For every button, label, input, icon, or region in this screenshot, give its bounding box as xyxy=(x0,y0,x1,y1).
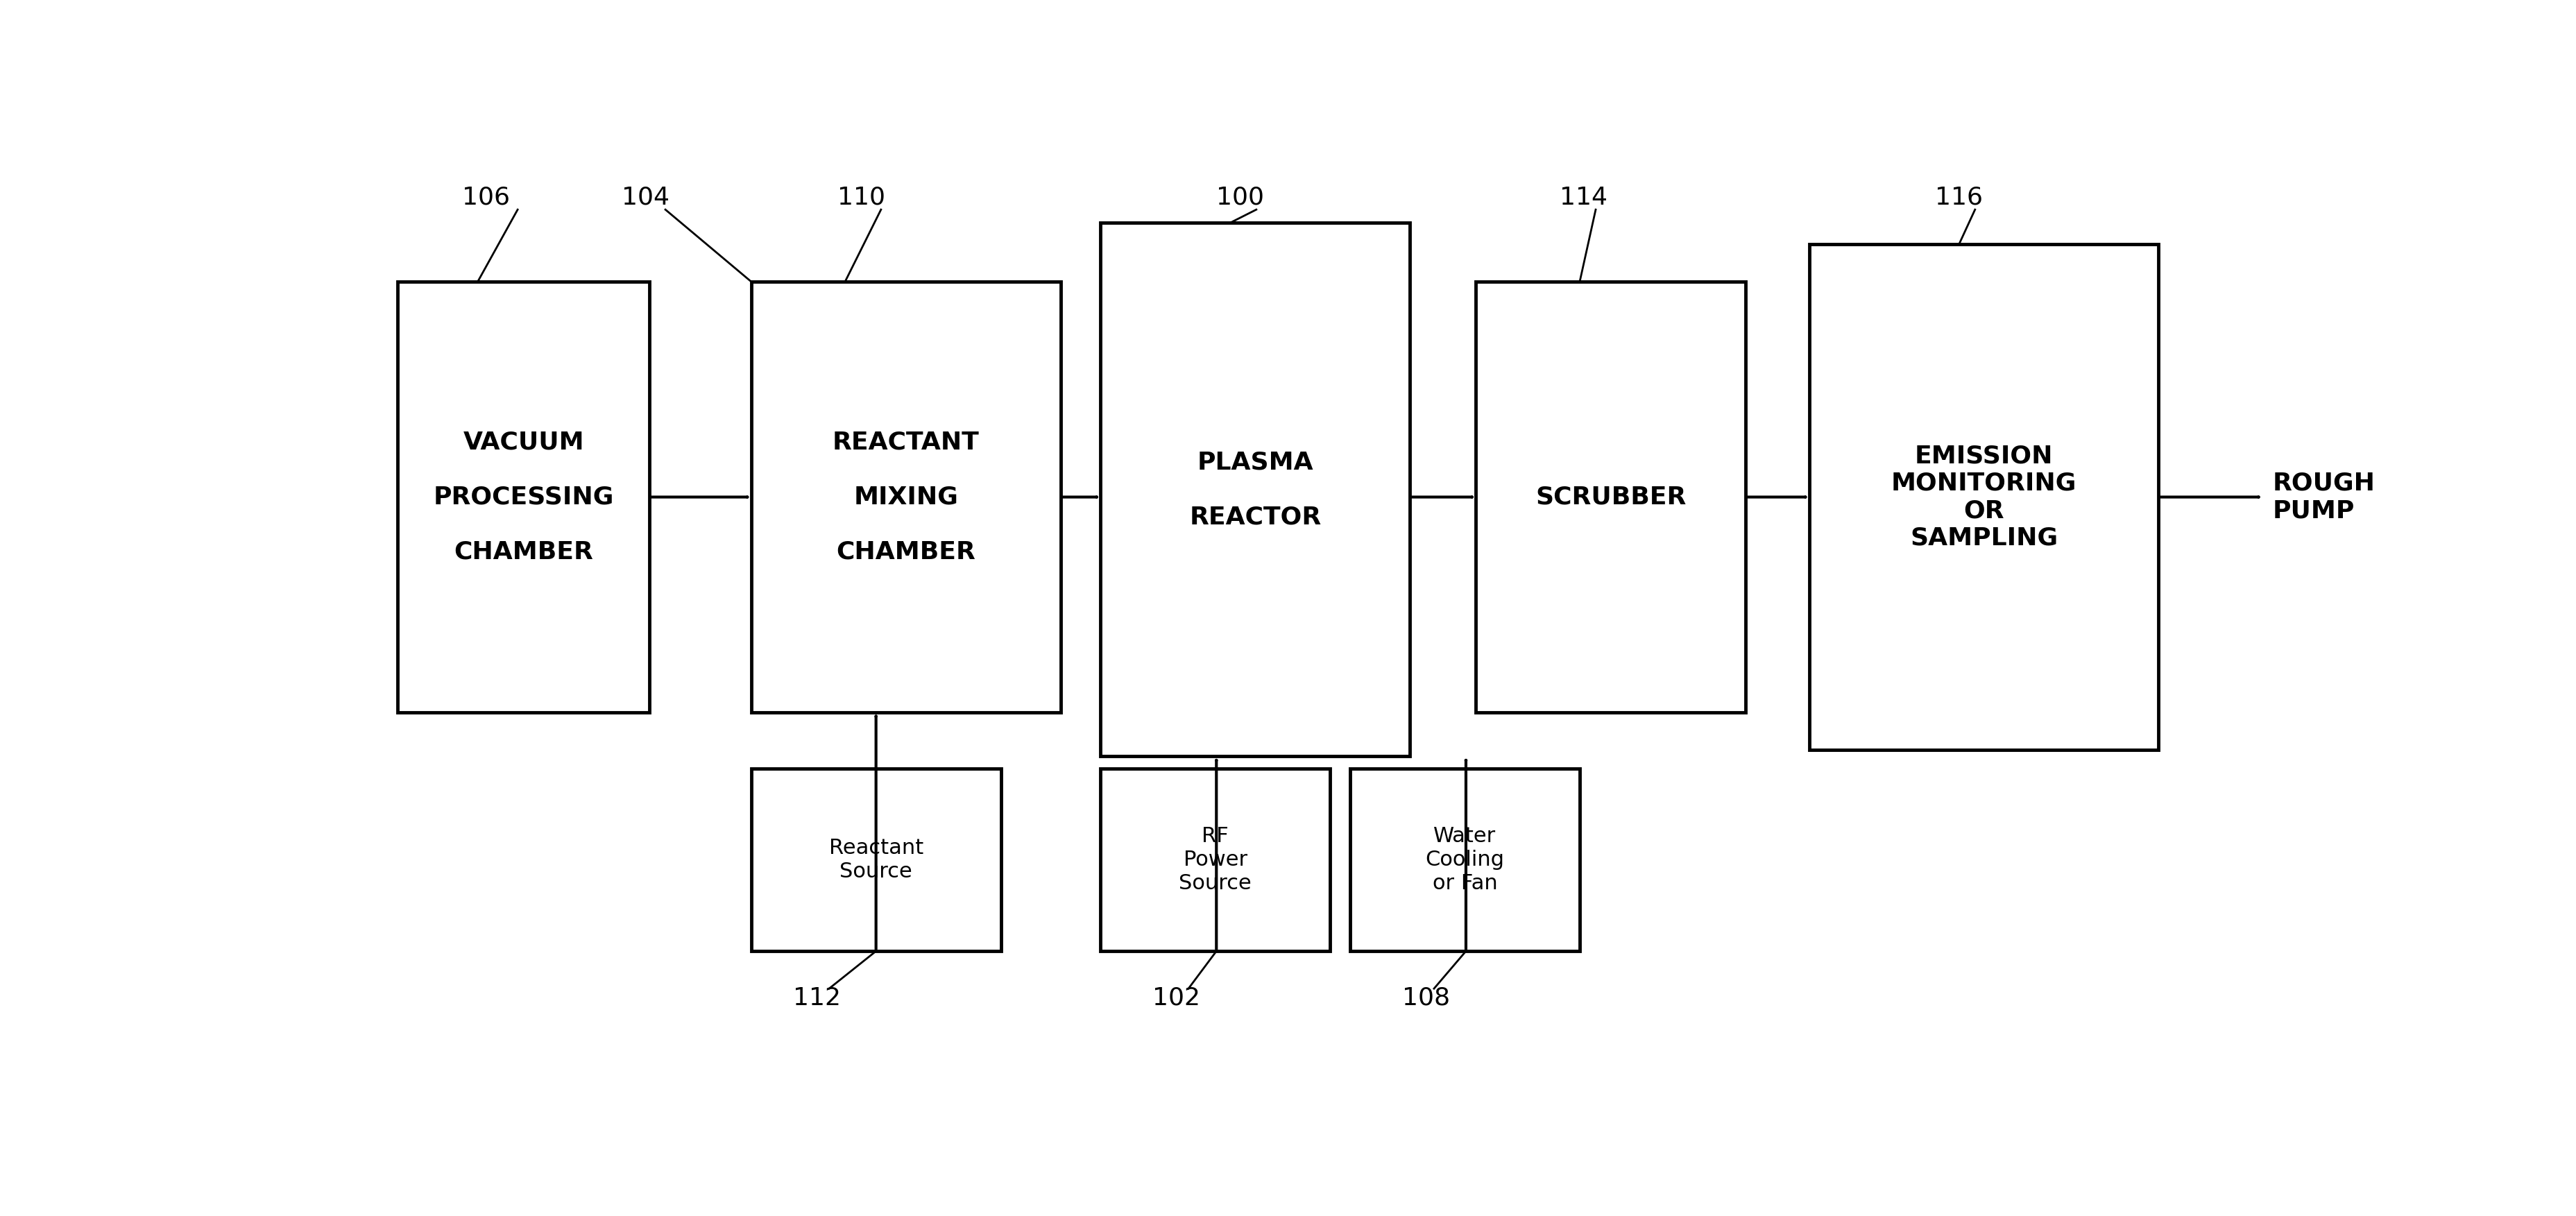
Bar xyxy=(1350,769,1579,951)
Text: EMISSION
MONITORING
OR
SAMPLING: EMISSION MONITORING OR SAMPLING xyxy=(1891,444,2076,550)
Text: PLASMA

REACTOR: PLASMA REACTOR xyxy=(1190,450,1321,529)
Text: SCRUBBER: SCRUBBER xyxy=(1535,485,1687,508)
Bar xyxy=(1100,769,1329,951)
Bar xyxy=(1808,244,2159,750)
Bar xyxy=(397,282,649,713)
Bar xyxy=(752,769,999,951)
Text: ROUGH
PUMP: ROUGH PUMP xyxy=(2272,472,2375,523)
Bar xyxy=(1476,282,1747,713)
Text: Reactant
Source: Reactant Source xyxy=(829,838,922,882)
Bar xyxy=(752,282,1061,713)
Text: 102: 102 xyxy=(1151,986,1200,1009)
Text: 112: 112 xyxy=(793,986,840,1009)
Text: 114: 114 xyxy=(1561,186,1607,209)
Text: VACUUM

PROCESSING

CHAMBER: VACUUM PROCESSING CHAMBER xyxy=(433,430,613,563)
Text: 104: 104 xyxy=(621,186,670,209)
Text: Water
Cooling
or Fan: Water Cooling or Fan xyxy=(1425,827,1504,894)
Text: 116: 116 xyxy=(1935,186,1984,209)
Text: RF
Power
Source: RF Power Source xyxy=(1180,827,1252,894)
Text: 110: 110 xyxy=(837,186,886,209)
Text: 100: 100 xyxy=(1216,186,1265,209)
Text: REACTANT

MIXING

CHAMBER: REACTANT MIXING CHAMBER xyxy=(832,430,979,563)
Bar xyxy=(1100,223,1409,756)
Text: 106: 106 xyxy=(461,186,510,209)
Text: 108: 108 xyxy=(1401,986,1450,1009)
